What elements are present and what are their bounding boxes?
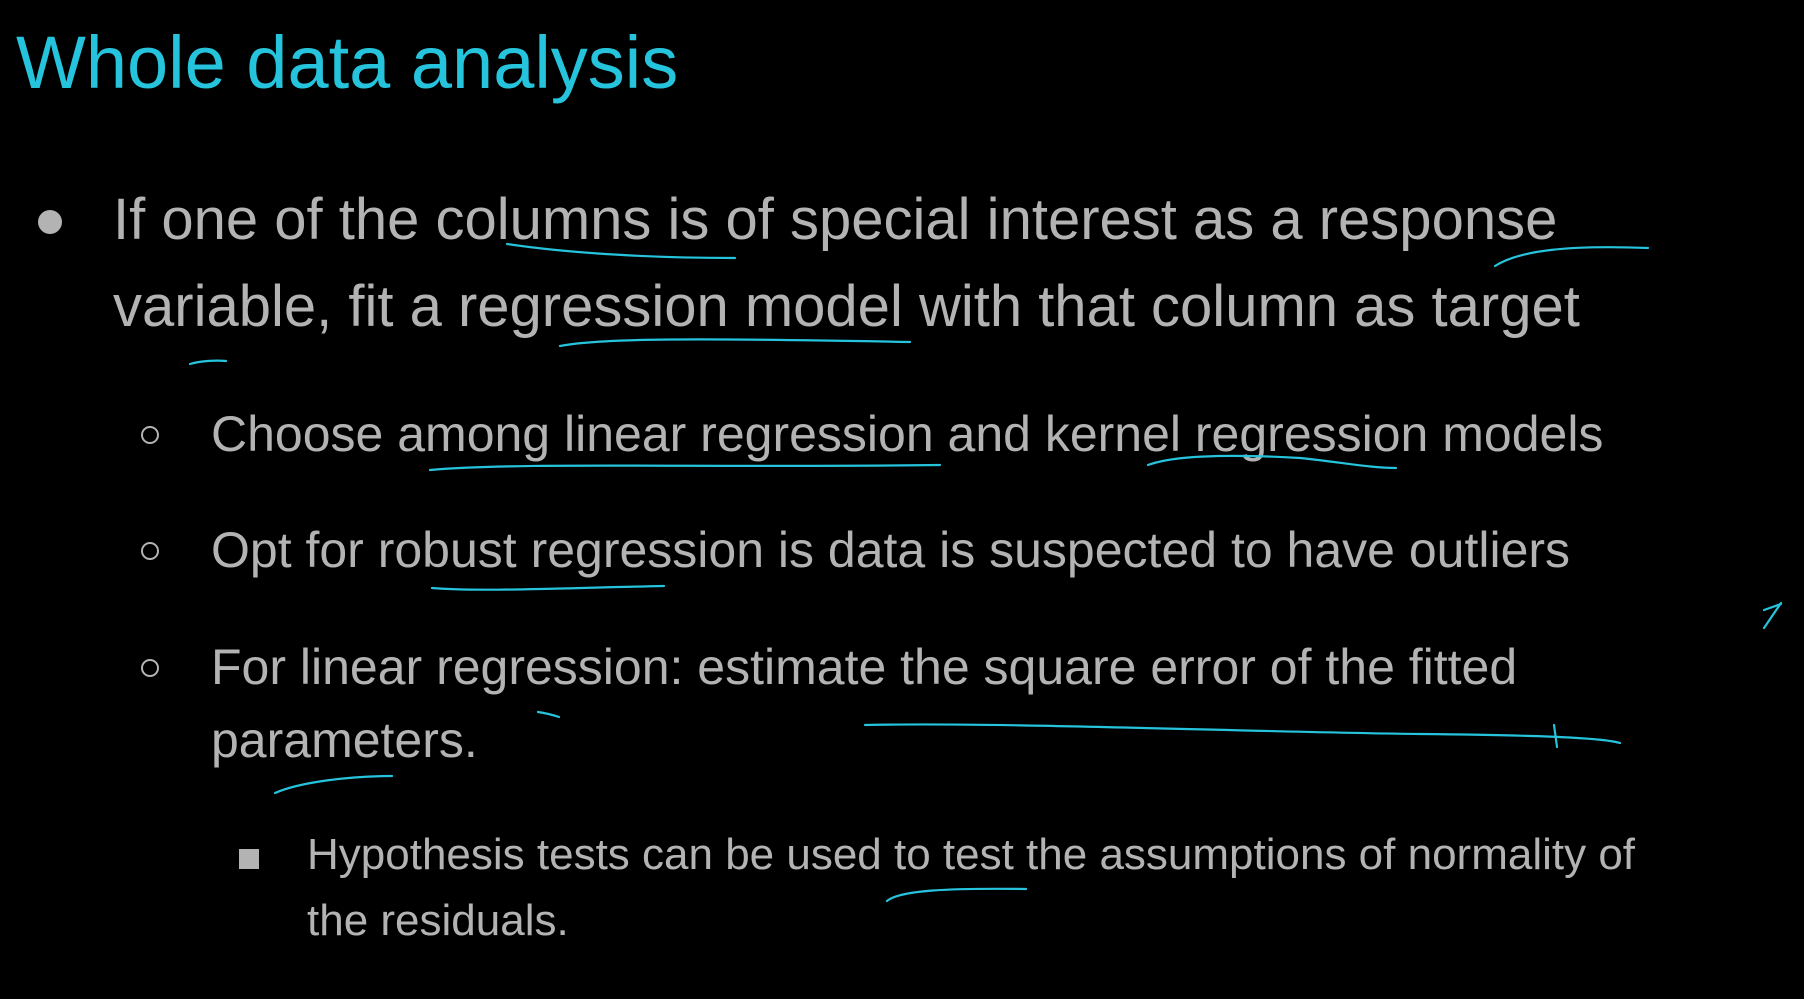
tick-regression (536, 710, 561, 719)
bullet-5-line-2: the residuals. (307, 896, 569, 945)
bullet-3-line-1: Opt for robust regression is data is sus… (211, 522, 1571, 578)
hollow-circle-bullet-icon (141, 542, 159, 560)
bullet-2-line-1: Choose among linear regression and kerne… (211, 406, 1604, 462)
filled-circle-bullet-icon (38, 210, 62, 234)
bullet-1-line-1: If one of the columns is of special inte… (113, 187, 1558, 252)
underline-square-error (863, 723, 1622, 745)
hollow-circle-bullet-icon (141, 426, 159, 444)
slash-mark (1762, 602, 1783, 612)
slide-title: Whole data analysis (16, 21, 679, 104)
underline-parameters (273, 774, 394, 795)
square-bullet-icon (239, 849, 259, 869)
underline-used-to (885, 887, 1028, 903)
underline-variable (188, 359, 228, 366)
bullet-4-line-2: parameters. (211, 712, 478, 768)
tick-cross (1552, 723, 1559, 749)
bullet-4-line-1: For linear regression: estimate the squa… (211, 639, 1518, 695)
bullet-5-line-1: Hypothesis tests can be used to test the… (307, 830, 1636, 879)
hollow-circle-bullet-icon (141, 659, 159, 677)
slash-mark-2 (1762, 601, 1783, 630)
bullet-1-line-2: variable, fit a regression model with th… (113, 274, 1580, 339)
